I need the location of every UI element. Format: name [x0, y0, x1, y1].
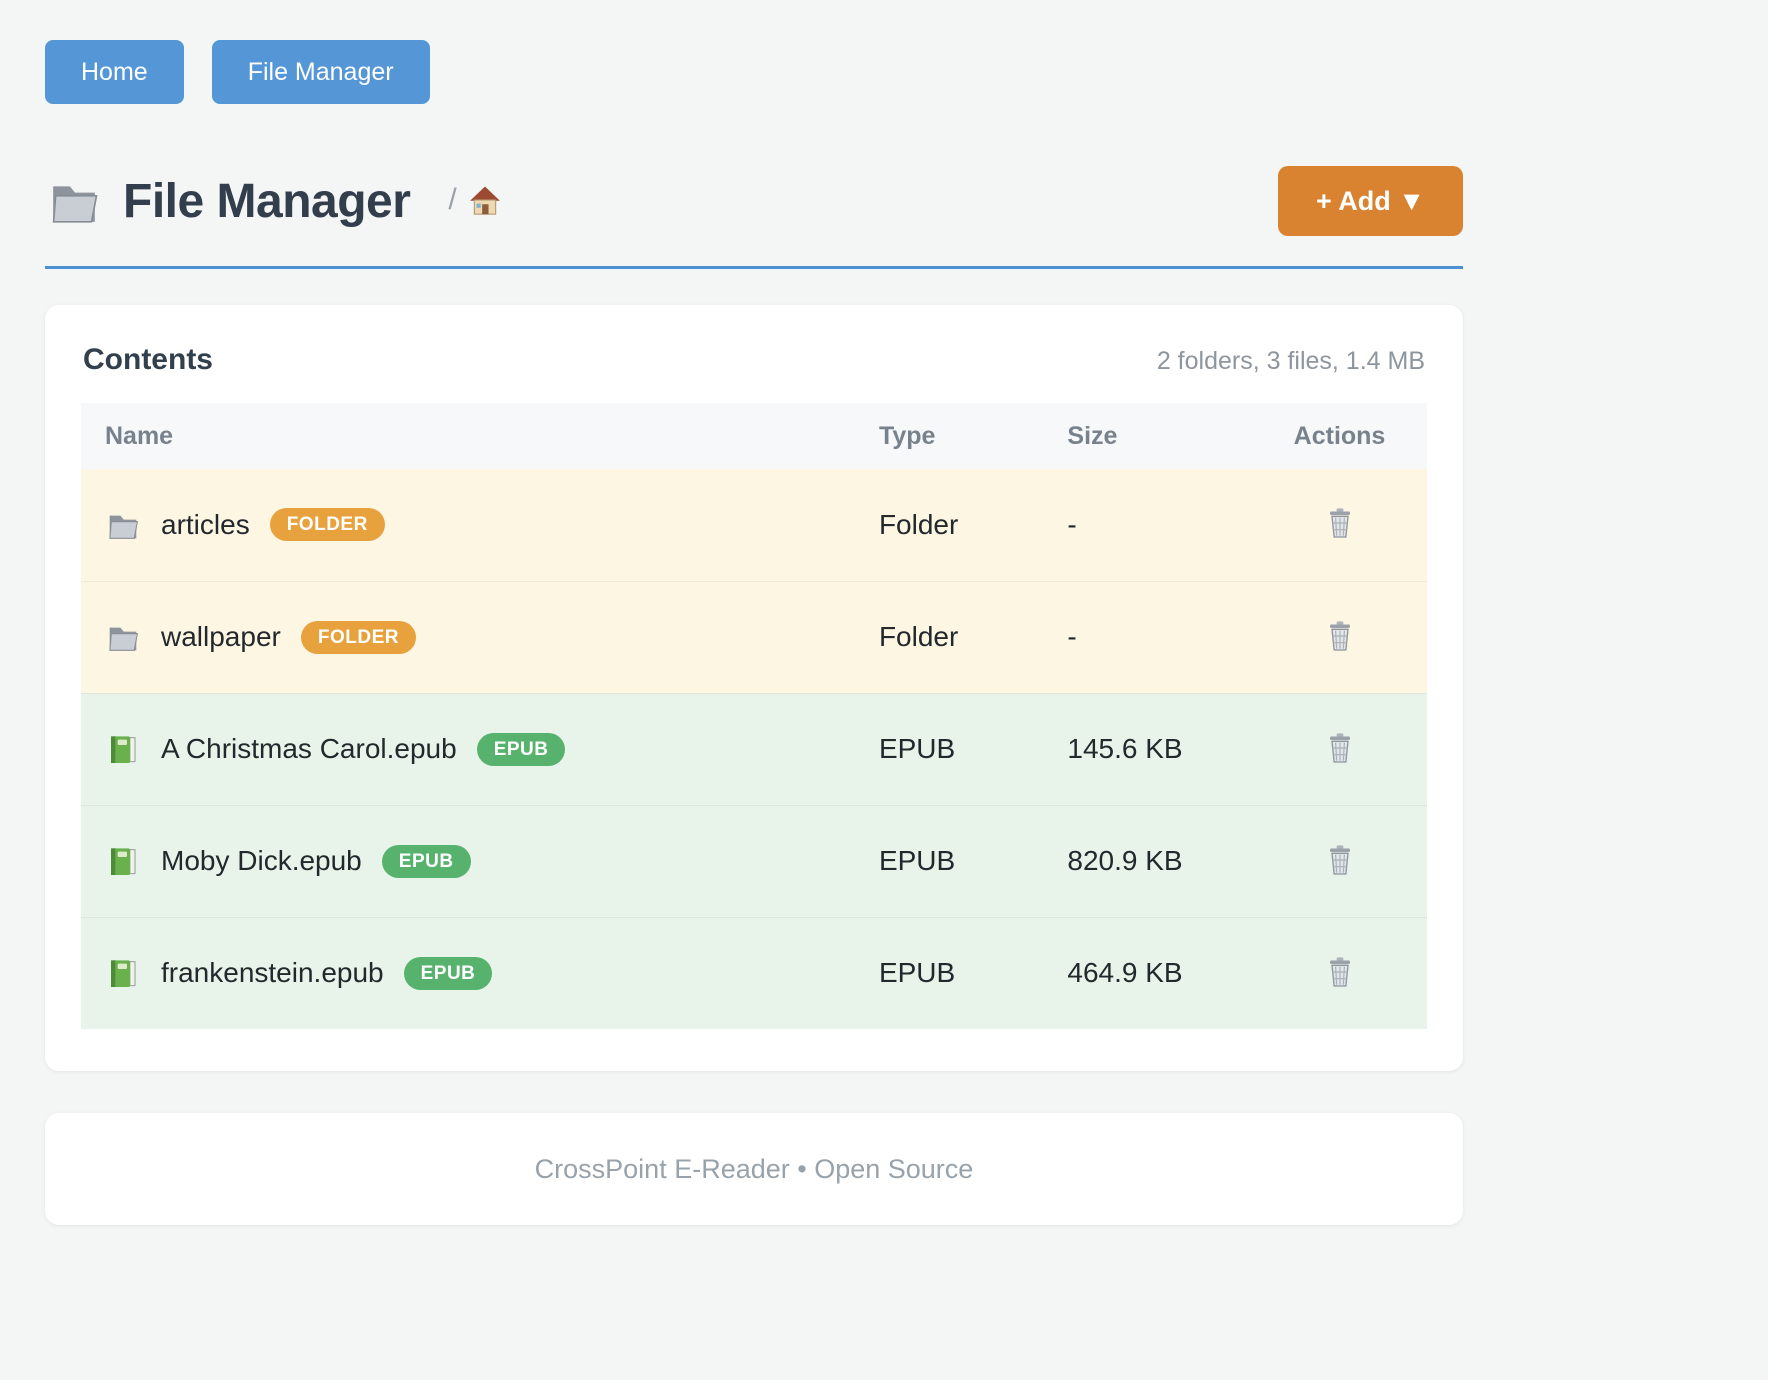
table-header-row: Name Type Size Actions	[81, 403, 1427, 469]
column-header-size: Size	[1043, 403, 1253, 469]
table-row: Moby Dick.epub EPUB EPUB 820.9 KB	[81, 804, 1427, 917]
item-name[interactable]: wallpaper	[161, 621, 281, 652]
delete-button[interactable]	[1320, 501, 1360, 548]
item-name[interactable]: frankenstein.epub	[161, 957, 384, 989]
epub-badge: EPUB	[381, 844, 471, 878]
item-type: Folder	[878, 508, 959, 540]
page-title: File Manager	[123, 174, 411, 228]
add-button[interactable]: + Add ▼	[1278, 166, 1463, 236]
home-button[interactable]: Home	[45, 40, 184, 104]
delete-button[interactable]	[1320, 726, 1360, 773]
epub-badge: EPUB	[476, 732, 566, 766]
contents-summary: 2 folders, 3 files, 1.4 MB	[1156, 347, 1425, 375]
footer-text: CrossPoint E-Reader • Open Source	[534, 1153, 974, 1184]
book-icon	[110, 847, 136, 876]
table-row: frankenstein.epub EPUB EPUB 464.9 KB	[81, 916, 1427, 1029]
breadcrumb: /	[448, 183, 502, 219]
item-name[interactable]: articles	[161, 508, 250, 540]
trash-icon	[1328, 844, 1351, 875]
trash-icon	[1328, 507, 1351, 538]
column-header-type: Type	[854, 403, 1044, 469]
item-type: Folder	[854, 580, 1044, 693]
epub-badge: EPUB	[403, 956, 493, 990]
table-row: articles FOLDER Folder -	[81, 469, 1427, 581]
folder-icon	[109, 627, 138, 651]
item-type: EPUB	[854, 804, 1044, 917]
trash-icon	[1328, 732, 1351, 763]
delete-button[interactable]	[1320, 614, 1360, 661]
column-header-name: Name	[81, 403, 855, 469]
house-icon[interactable]	[467, 183, 503, 217]
book-icon	[110, 959, 136, 988]
item-size: -	[1067, 508, 1077, 540]
book-icon	[110, 735, 136, 764]
item-size: 464.9 KB	[1043, 916, 1253, 1029]
item-type: EPUB	[854, 692, 1044, 805]
footer: CrossPoint E-Reader • Open Source	[45, 1113, 1463, 1225]
contents-card: Contents 2 folders, 3 files, 1.4 MB Name…	[45, 305, 1463, 1071]
folder-badge: FOLDER	[300, 620, 416, 654]
breadcrumb-separator: /	[448, 183, 457, 216]
trash-icon	[1328, 620, 1351, 651]
table-row: A Christmas Carol.epub EPUB EPUB 145.6 K…	[81, 692, 1427, 805]
item-type: EPUB	[854, 916, 1044, 1029]
table-row: wallpaper FOLDER Folder -	[81, 580, 1427, 693]
top-nav: Home File Manager	[45, 0, 1463, 104]
folder-icon	[52, 185, 98, 223]
item-size: 145.6 KB	[1043, 692, 1253, 805]
contents-card-header: Contents 2 folders, 3 files, 1.4 MB	[81, 343, 1427, 377]
folder-badge: FOLDER	[269, 508, 385, 542]
item-name[interactable]: Moby Dick.epub	[161, 845, 362, 876]
page-header: File Manager / + Add ▼	[45, 166, 1463, 236]
item-size: 820.9 KB	[1043, 804, 1253, 917]
trash-icon	[1328, 956, 1351, 987]
contents-title: Contents	[83, 343, 213, 376]
title-group: File Manager /	[45, 174, 503, 229]
header-rule	[45, 266, 1463, 269]
delete-button[interactable]	[1320, 838, 1360, 885]
file-table: Name Type Size Actions articles FOLDER	[81, 403, 1427, 1029]
column-header-actions: Actions	[1252, 403, 1427, 469]
file-manager-button[interactable]: File Manager	[211, 40, 430, 104]
page-container: Home File Manager File Manager / + Add ▼…	[45, 0, 1463, 1225]
item-name[interactable]: A Christmas Carol.epub	[161, 733, 457, 764]
item-size: -	[1043, 580, 1253, 693]
delete-button[interactable]	[1320, 950, 1360, 997]
folder-icon	[109, 514, 138, 539]
